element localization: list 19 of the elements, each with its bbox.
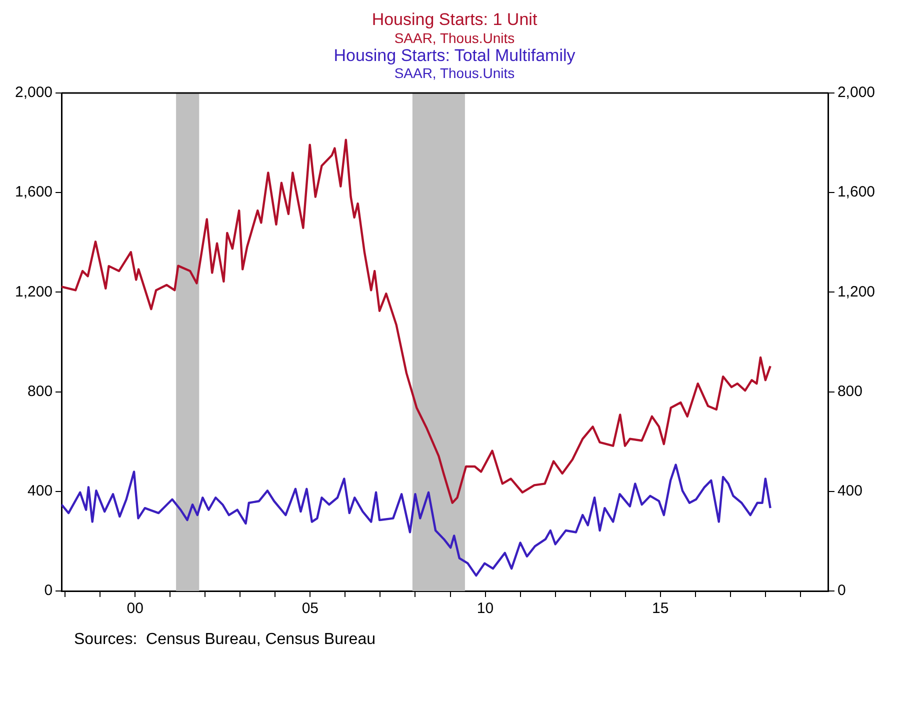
source-note: Sources: Census Bureau, Census Bureau [74, 631, 376, 650]
y2-tick-label: 800 [837, 383, 862, 400]
y-tick-label: 1,600 [14, 184, 53, 202]
text: Housing Starts: Total Multifamily SAAR, Thous.Units [332, 46, 576, 82]
y-tick-label: 800 [28, 383, 53, 400]
text: Housing Starts: 1 Unit SAAR, Thous.Units [370, 10, 538, 46]
y-tick-label: 2,000 [14, 84, 53, 102]
x-tick-label: 05 [302, 600, 319, 618]
y2-tick-label: 0 [837, 582, 846, 600]
y-tick-label: 1,200 [14, 284, 53, 301]
x-tick-label: 10 [476, 600, 494, 618]
y2-tick-label: 400 [837, 482, 862, 500]
y2-tick-label: 1,600 [837, 184, 876, 202]
x-tick-label: 00 [126, 600, 144, 618]
y2-tick-label: 1,200 [837, 284, 876, 301]
y-tick-label: 0 [44, 582, 53, 600]
y-tick-label: 400 [28, 482, 53, 500]
x-tick-label: 15 [652, 600, 669, 618]
y2-tick-label: 2,000 [837, 84, 876, 102]
